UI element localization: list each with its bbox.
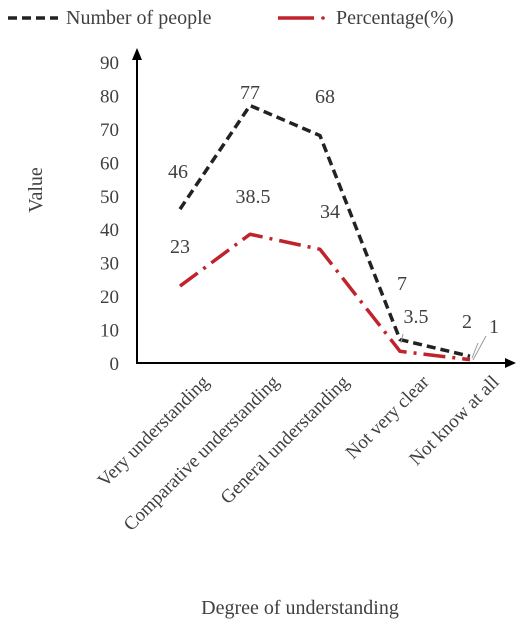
data-label-percentage: 38.5	[236, 186, 271, 208]
y-tick-label: 80	[100, 86, 119, 107]
y-tick-label: 60	[100, 153, 119, 174]
leader-line	[472, 335, 487, 361]
label-leader-lines	[400, 333, 487, 361]
chart-legend: Number of people Percentage(%)	[8, 7, 454, 29]
data-label-number-of-people: 7	[397, 273, 407, 295]
data-label-percentage: 23	[170, 236, 190, 258]
y-tick-label: 50	[100, 187, 119, 208]
data-label-percentage: 3.5	[404, 306, 429, 328]
y-tick-label: 30	[100, 254, 119, 275]
leader-line	[471, 342, 479, 359]
legend-label-percentage: Percentage(%)	[336, 7, 454, 29]
data-label-number-of-people: 77	[240, 82, 260, 104]
chart-axes	[132, 48, 516, 368]
data-label-number-of-people: 68	[315, 86, 335, 108]
data-label-number-of-people: 46	[168, 161, 188, 183]
data-label-percentage: 34	[320, 201, 340, 223]
y-tick-label: 10	[100, 321, 119, 342]
legend-swatch-dot	[321, 16, 325, 20]
y-tick-label: 40	[100, 220, 119, 241]
data-label-number-of-people: 2	[462, 311, 472, 333]
legend-label-number-of-people: Number of people	[66, 7, 212, 29]
y-tick-label: 0	[110, 354, 120, 375]
leader-line	[400, 333, 404, 344]
y-axis-title: Value	[25, 167, 47, 213]
x-axis-title: Degree of understanding	[201, 597, 399, 619]
data-label-percentage: 1	[489, 316, 499, 338]
series-line-number-of-people	[178, 103, 471, 359]
x-axis-arrow	[505, 358, 516, 368]
y-axis-arrow	[132, 48, 142, 60]
data-labels: 46 77 68 7 2 23 38.5 34 3.5 1	[168, 82, 499, 338]
y-tick-label: 20	[100, 287, 119, 308]
y-tick-label: 70	[100, 120, 119, 141]
series-line-percentage	[178, 232, 471, 362]
y-tick-label: 90	[100, 53, 119, 74]
x-tick-label: General understanding	[217, 371, 354, 508]
chart-series	[178, 103, 471, 362]
y-tick-labels: 0 10 20 30 40 50 60 70 80 90	[100, 53, 119, 375]
